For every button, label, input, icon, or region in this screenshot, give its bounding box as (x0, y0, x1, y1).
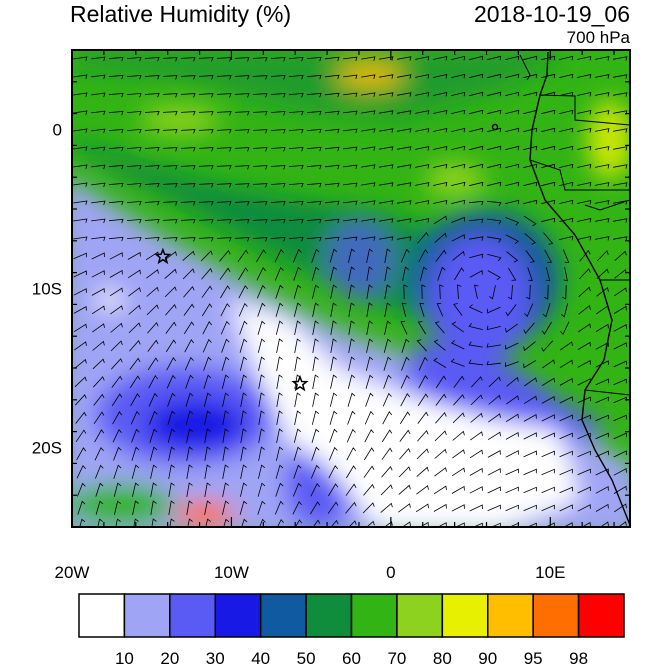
colorbar-bin (305, 593, 353, 638)
colorbar-labels: 10 20 30 40 50 60 70 80 90 95 98 (115, 649, 588, 667)
map-title: Relative Humidity (%) (70, 1, 292, 27)
star-markers (154, 247, 309, 392)
wind-barbs (73, 55, 628, 527)
colorbar-label: 80 (433, 649, 452, 667)
x-tick-label: 10E (535, 563, 565, 582)
x-tick-label: 0 (386, 563, 395, 582)
y-tick-label: 20S (32, 439, 62, 458)
colorbar-bin (214, 593, 262, 638)
axis-tick-labels: 20W 10W 0 10E 0 10S 20S (32, 121, 566, 583)
colorbar-label: 95 (524, 649, 543, 667)
colorbar-bin (577, 593, 625, 638)
colorbar-bin (123, 593, 171, 638)
colorbar-label: 98 (569, 649, 588, 667)
valid-time: 2018-10-19_06 (473, 1, 630, 27)
coastline (491, 51, 630, 526)
colorbar (78, 593, 625, 638)
colorbar-bin (441, 593, 489, 638)
x-tick-label: 20W (55, 563, 90, 582)
colorbar-bin (350, 593, 398, 638)
colorbar-bin (396, 593, 444, 638)
humidity-field (72, 50, 630, 527)
axis-ticks (71, 49, 630, 528)
star-marker (291, 374, 309, 392)
x-tick-label: 10W (214, 563, 249, 582)
colorbar-bin (532, 593, 580, 638)
colorbar-label: 30 (206, 649, 225, 667)
colorbar-label: 10 (115, 649, 134, 667)
colorbar-label: 60 (342, 649, 361, 667)
colorbar-label: 50 (297, 649, 316, 667)
star-marker (154, 247, 172, 265)
colorbar-bin (78, 593, 126, 638)
y-tick-label: 10S (32, 280, 62, 299)
colorbar-label: 20 (160, 649, 179, 667)
colorbar-bin (259, 593, 307, 638)
pressure-level: 700 hPa (566, 28, 630, 47)
map-frame (71, 49, 631, 528)
colorbar-label: 40 (251, 649, 270, 667)
colorbar-label: 90 (478, 649, 497, 667)
colorbar-label: 70 (387, 649, 406, 667)
colorbar-bin (169, 593, 216, 638)
colorbar-bin (487, 593, 534, 638)
y-tick-label: 0 (53, 121, 62, 140)
